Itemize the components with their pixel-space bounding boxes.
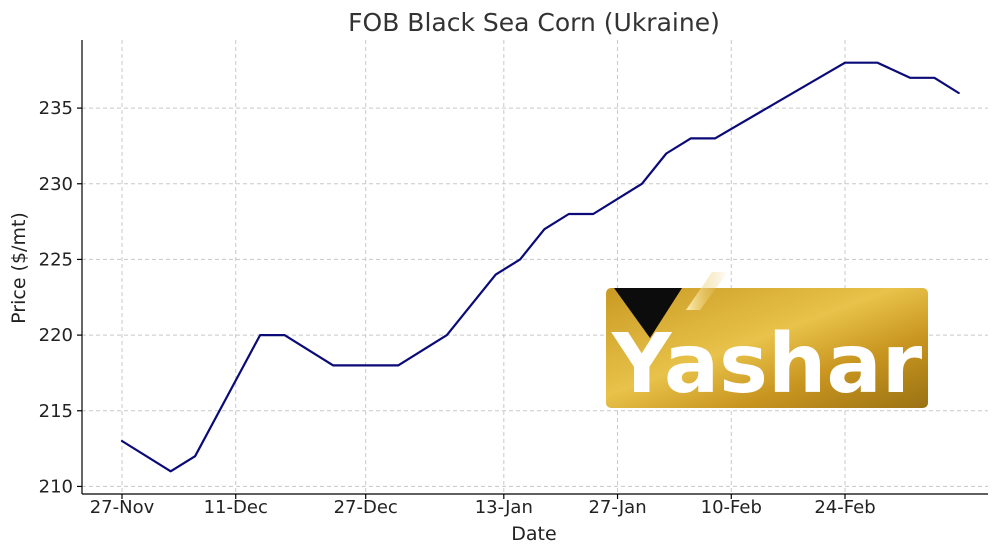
chart-title: FOB Black Sea Corn (Ukraine) <box>348 8 720 37</box>
series-layer <box>120 61 960 473</box>
logo-triangle-icon <box>614 288 682 338</box>
y-tick-label: 215 <box>39 401 73 422</box>
yashar-logo: Yashar <box>606 272 928 412</box>
logo-background <box>606 288 928 408</box>
x-tick-label: 24-Feb <box>814 497 875 518</box>
axes <box>77 40 988 499</box>
x-tick-label: 10-Feb <box>701 497 762 518</box>
y-tick-label: 230 <box>39 174 73 195</box>
tick-labels: 27-Nov 11-Dec 27-Dec 13-Jan 27-Jan 10-Feb 24-F… <box>39 98 876 518</box>
grid <box>82 40 988 494</box>
y-tick-label: 220 <box>39 325 73 346</box>
logo-glow <box>686 272 728 310</box>
x-tick-label: 27-Nov <box>90 497 155 518</box>
y-tick-label: 235 <box>39 98 73 119</box>
x-tick-label: 13-Jan <box>475 497 533 518</box>
logo-text: Yashar <box>611 317 923 412</box>
x-tick-label: 27-Dec <box>334 497 398 518</box>
y-tick-label: 225 <box>39 249 73 270</box>
x-tick-label: 11-Dec <box>204 497 268 518</box>
x-axis-title: Date <box>511 523 556 545</box>
y-tick-label: 210 <box>39 476 73 497</box>
x-tick-label: 27-Jan <box>588 497 646 518</box>
y-axis-title: Price ($/mt) <box>8 212 30 324</box>
series-line <box>120 61 960 473</box>
